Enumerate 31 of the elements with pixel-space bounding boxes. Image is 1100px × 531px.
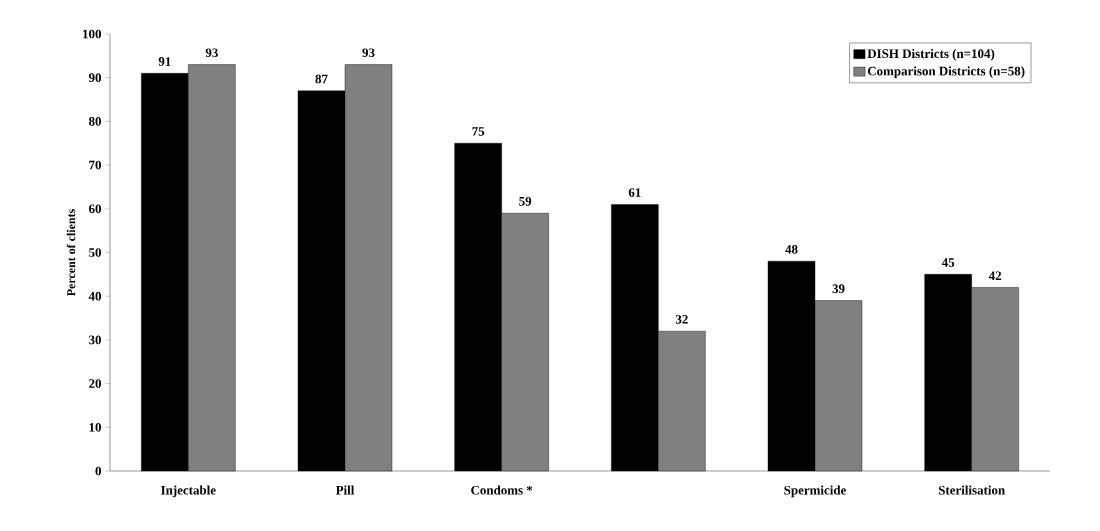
y-tick-label: 60	[88, 204, 102, 214]
data-label: 61	[628, 188, 641, 197]
legend-label: DISH Districts (n=104)	[867, 48, 995, 61]
x-tick-label: Spermicide	[784, 485, 846, 498]
y-tick-label: 30	[89, 335, 102, 345]
y-tick-label: 80	[88, 117, 102, 126]
x-tick-label: Sterilisation	[938, 485, 1005, 495]
data-label: 93	[362, 48, 375, 58]
y-tick-label: 10	[89, 422, 102, 432]
y-tick-label: 90	[88, 73, 102, 83]
y-tick-label: 0	[95, 466, 102, 476]
x-tick-label: Condoms *	[471, 485, 533, 495]
legend-label: Comparison Districts (n=58)	[867, 66, 1025, 79]
x-tick-label: Injectable	[161, 485, 216, 498]
y-tick-label: 50	[89, 248, 102, 257]
data-label: 87	[315, 74, 328, 84]
y-tick-label: 100	[83, 29, 101, 39]
data-label: 75	[472, 127, 485, 136]
data-label: 39	[832, 284, 845, 294]
y-tick-label: 70	[89, 160, 102, 170]
data-label: 91	[158, 57, 171, 66]
x-tick-label: Pill	[335, 485, 355, 495]
data-label: 45	[941, 258, 955, 267]
data-label: 93	[205, 48, 218, 58]
y-tick-label: 20	[89, 379, 102, 388]
data-label: 48	[785, 245, 798, 254]
data-label: 42	[988, 271, 1002, 280]
y-tick-label: 40	[88, 291, 102, 301]
y-axis-title: Percent of clients	[66, 209, 76, 296]
data-label: 32	[675, 314, 688, 324]
data-label: 59	[519, 196, 532, 206]
